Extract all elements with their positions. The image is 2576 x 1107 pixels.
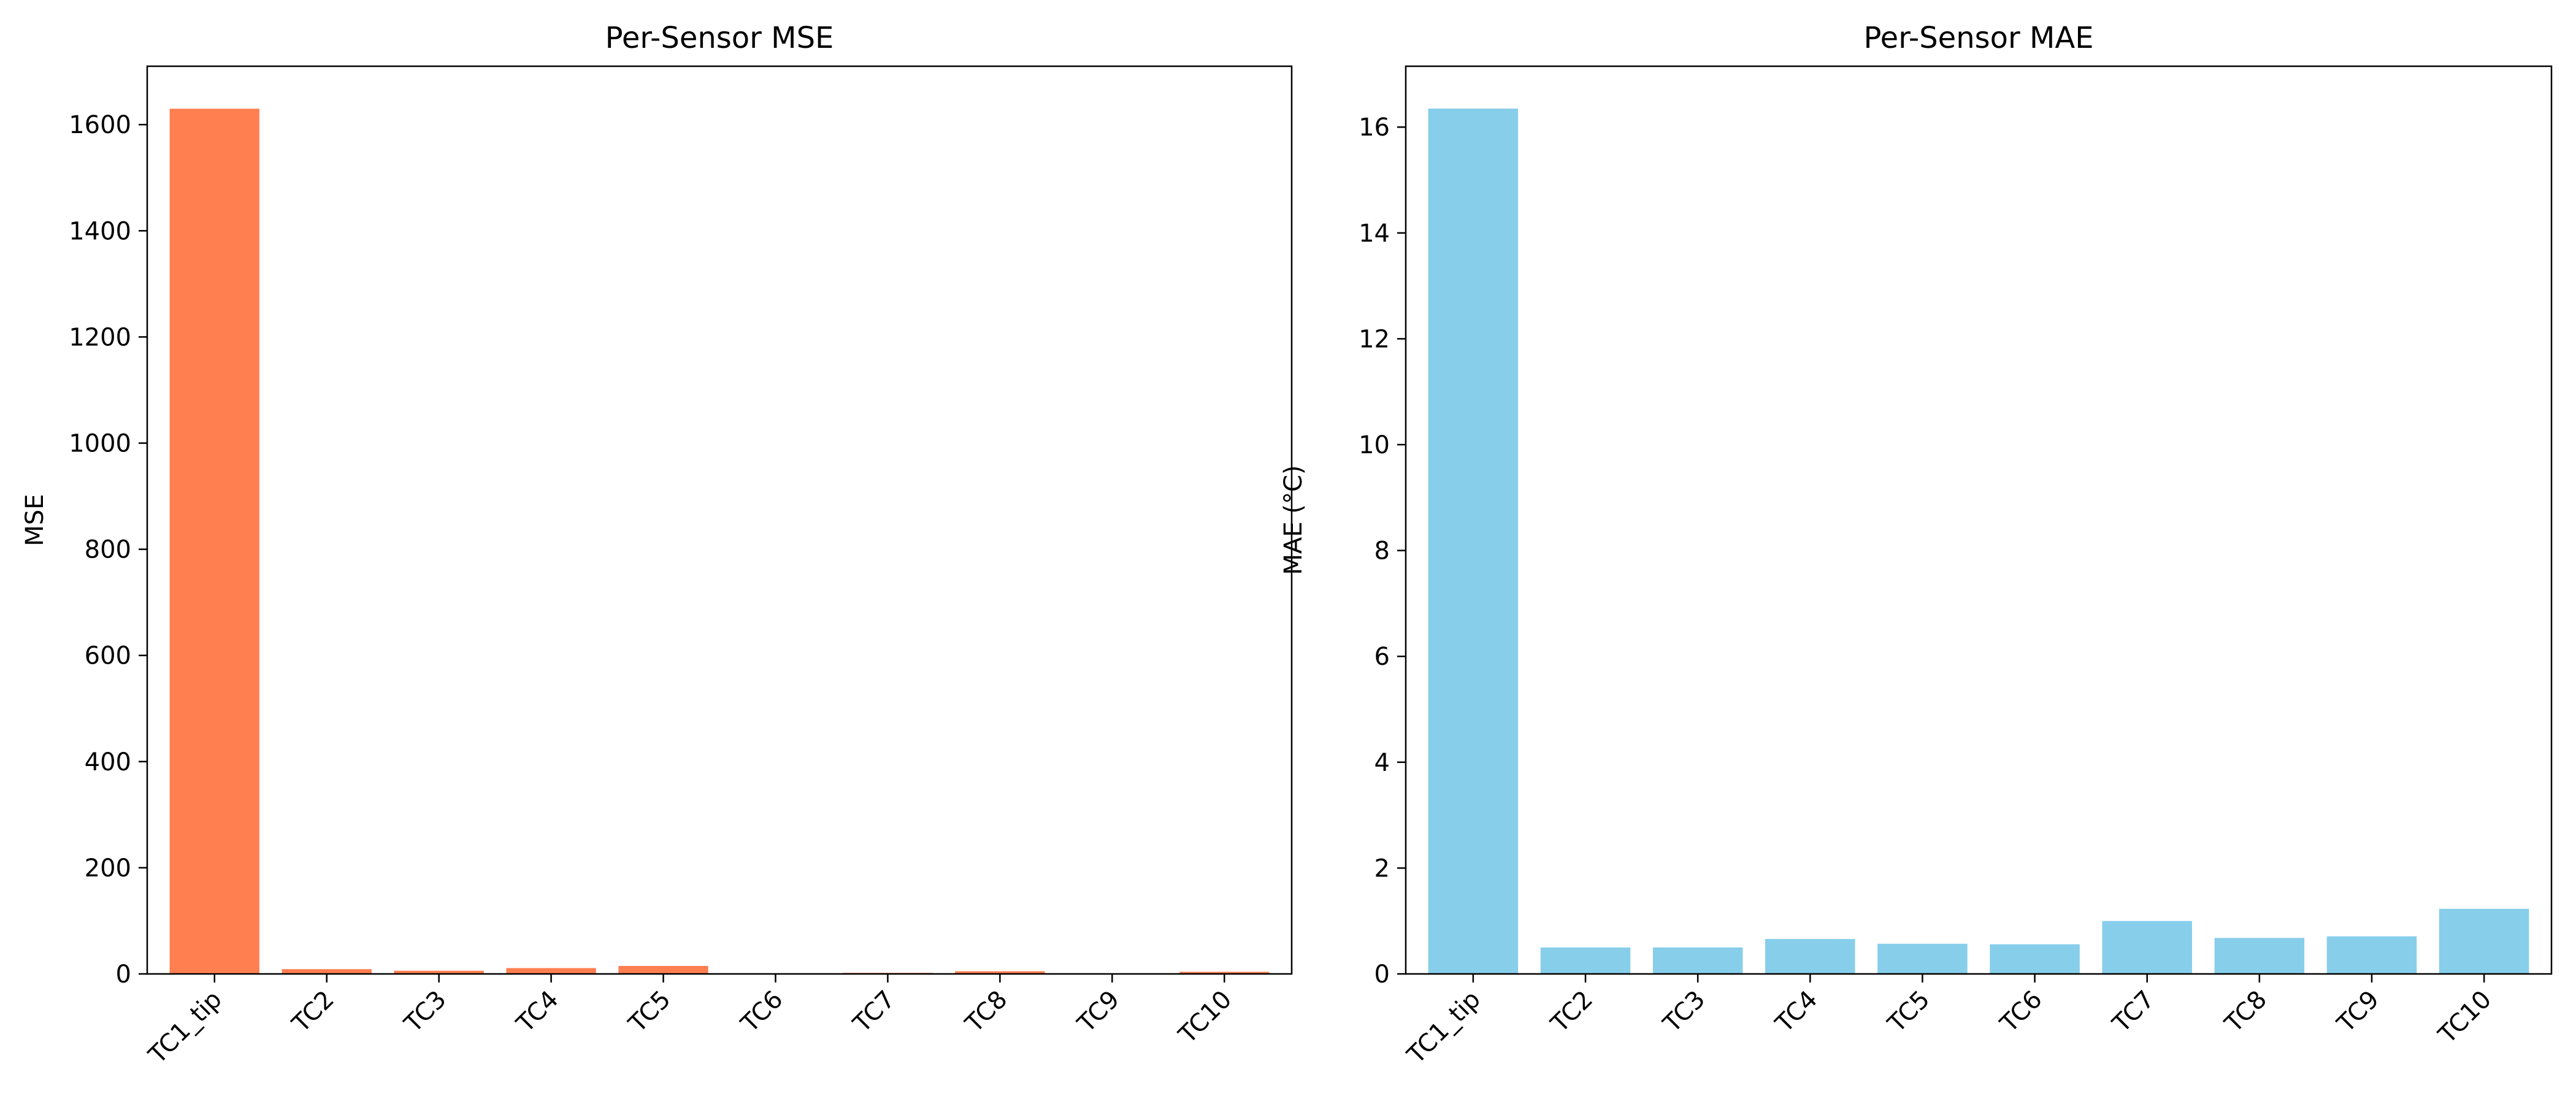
mae-axes-frame bbox=[1405, 65, 2553, 975]
mse-bar-tc8 bbox=[955, 971, 1045, 974]
mse-ytick-label: 0 bbox=[116, 960, 131, 989]
mse-bar-tc3 bbox=[394, 970, 484, 974]
mse-y-axis-label: MSE bbox=[21, 494, 49, 546]
mse-xtick-label: TC3 bbox=[399, 986, 452, 1039]
mse-xtick-label: TC2 bbox=[286, 986, 340, 1039]
mae-xtick-label: TC9 bbox=[2331, 986, 2385, 1039]
mse-xtick-label: TC1_tip bbox=[143, 986, 228, 1070]
mae-ytick-label: 2 bbox=[1374, 854, 1390, 883]
mse-ytick-label: 1200 bbox=[69, 323, 131, 351]
mse-xtick-label: TC6 bbox=[735, 986, 789, 1039]
mae-xtick-label: TC10 bbox=[2433, 986, 2497, 1050]
mse-ytick-label: 1400 bbox=[69, 217, 131, 245]
mae-ytick-label: 10 bbox=[1359, 431, 1390, 459]
mse-xtick-label: TC8 bbox=[960, 986, 1013, 1039]
mae-bar-tc2 bbox=[1540, 947, 1631, 974]
mse-ytick-label: 800 bbox=[85, 536, 131, 564]
mse-ytick-label: 1600 bbox=[69, 111, 131, 139]
mae-ytick-label: 14 bbox=[1359, 220, 1390, 248]
mse-xtick-label: TC5 bbox=[623, 986, 677, 1039]
mse-bar-tc2 bbox=[282, 969, 372, 974]
mae-bar-tc8 bbox=[2214, 938, 2305, 974]
mse-chart-panel: 0 200 400 600 800 1000 1200 1400 1600 TC1_tip TC2 T… bbox=[21, 21, 1293, 1070]
mae-xtick-label: TC5 bbox=[1882, 986, 1936, 1039]
mae-ytick-label: 0 bbox=[1374, 960, 1390, 989]
mse-xtick-label: TC9 bbox=[1072, 986, 1125, 1039]
mse-ytick-label: 400 bbox=[85, 748, 131, 776]
mse-xtick-label: TC7 bbox=[848, 986, 901, 1039]
mae-xtick-label: TC4 bbox=[1770, 986, 1823, 1039]
mae-xtick-label: TC6 bbox=[1995, 986, 2048, 1039]
mae-bar-tc9 bbox=[2326, 936, 2417, 974]
mae-ytick-label: 6 bbox=[1374, 643, 1390, 671]
mae-bar-tc4 bbox=[1765, 939, 1855, 974]
mae-xtick-label: TC2 bbox=[1545, 986, 1598, 1039]
mse-bar-tc5 bbox=[618, 966, 708, 974]
mae-ytick-label: 16 bbox=[1359, 113, 1390, 142]
mae-bar-tc5 bbox=[1877, 943, 1968, 974]
mae-bar-tc6 bbox=[1990, 944, 2080, 974]
mse-ytick-label: 200 bbox=[85, 854, 131, 883]
mae-ytick-label: 12 bbox=[1359, 325, 1390, 353]
mae-chart-title: Per-Sensor MAE bbox=[1863, 21, 2093, 55]
mae-y-axis-label: MAE (°C) bbox=[1279, 465, 1308, 575]
mae-bar-tc7 bbox=[2102, 921, 2192, 974]
mae-bar-tc10 bbox=[2439, 908, 2529, 974]
mse-chart-title: Per-Sensor MSE bbox=[605, 21, 834, 55]
mse-xtick-label: TC10 bbox=[1173, 986, 1238, 1050]
mae-ytick-label: 4 bbox=[1374, 749, 1390, 777]
mse-bar-tc1_tip bbox=[169, 109, 259, 975]
mae-xtick-label: TC7 bbox=[2107, 986, 2160, 1039]
mae-bar-tc1_tip bbox=[1428, 109, 1519, 974]
mse-xtick-label: TC4 bbox=[511, 986, 564, 1039]
mae-bar-tc3 bbox=[1652, 947, 1743, 974]
mse-axes-frame bbox=[146, 65, 1293, 975]
mae-xtick-label: TC3 bbox=[1658, 986, 1711, 1039]
mse-bar-tc4 bbox=[506, 968, 596, 974]
mae-ytick-label: 8 bbox=[1374, 537, 1390, 565]
mae-xtick-label: TC1_tip bbox=[1401, 986, 1486, 1070]
mse-ytick-label: 1000 bbox=[69, 430, 131, 458]
mse-ytick-label: 600 bbox=[85, 642, 131, 670]
mae-chart-panel: 0 2 4 6 8 10 12 14 16 TC1_tip TC2 TC3 TC4 TC5 TC6 TC7 TC… bbox=[1279, 21, 2553, 1070]
mae-xtick-label: TC8 bbox=[2219, 986, 2272, 1039]
mse-bar-tc10 bbox=[1179, 971, 1270, 974]
